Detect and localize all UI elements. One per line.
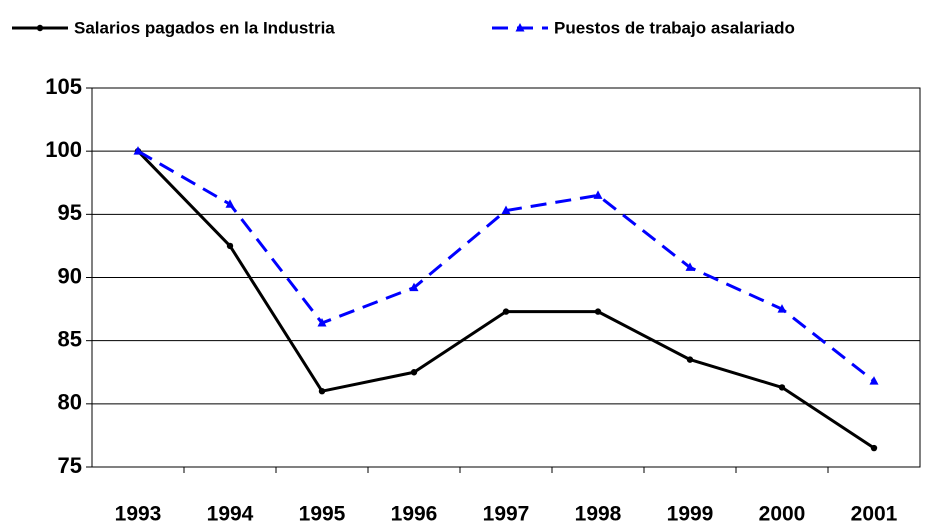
- point-marker: [593, 190, 603, 199]
- x-tick-label: 1997: [483, 503, 530, 526]
- point-marker: [501, 205, 511, 215]
- legend-label: Puestos de trabajo asalariado: [554, 18, 795, 37]
- legend-label: Salarios pagados en la Industria: [74, 18, 335, 37]
- y-tick-label: 90: [58, 263, 82, 288]
- point-marker: [225, 199, 235, 208]
- x-tick-label: 1994: [207, 503, 254, 526]
- y-tick-label: 85: [58, 326, 82, 351]
- point-marker: [318, 388, 326, 395]
- point-marker: [870, 444, 878, 452]
- point-marker: [685, 262, 695, 271]
- point-marker: [226, 242, 234, 250]
- legend-marker: [515, 23, 525, 32]
- y-tick-label: 105: [45, 74, 82, 99]
- point-marker: [778, 384, 786, 391]
- point-marker: [594, 308, 602, 315]
- x-tick-label: 1995: [299, 503, 346, 526]
- x-tick-label: 1996: [391, 503, 438, 526]
- legend-marker: [36, 24, 44, 32]
- point-marker: [686, 356, 694, 363]
- point-marker: [777, 304, 787, 313]
- point-marker: [410, 369, 418, 376]
- x-tick-label: 2001: [851, 503, 898, 526]
- x-tick-label: 1993: [115, 503, 162, 526]
- x-tick-label: 1999: [667, 503, 714, 526]
- y-tick-label: 80: [58, 390, 82, 415]
- x-tick-label: 1998: [575, 503, 622, 526]
- point-marker: [409, 282, 419, 292]
- point-marker: [502, 308, 510, 315]
- y-tick-label: 100: [45, 137, 82, 162]
- point-marker: [869, 376, 879, 385]
- y-tick-label: 95: [58, 200, 82, 225]
- point-marker: [317, 317, 327, 327]
- point-marker: [133, 146, 143, 155]
- y-tick-label: 75: [58, 453, 82, 478]
- x-tick-label: 2000: [759, 503, 806, 526]
